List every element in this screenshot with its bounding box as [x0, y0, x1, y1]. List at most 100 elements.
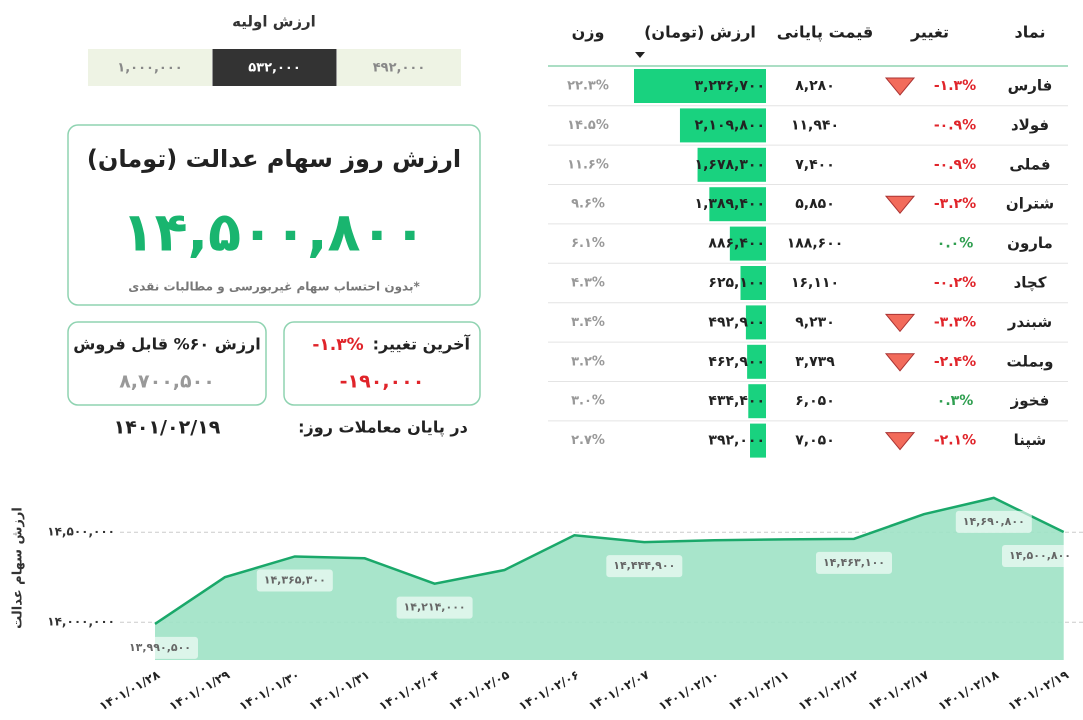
symbol: کچاد [1014, 274, 1047, 293]
value-label-bg [396, 596, 473, 619]
value-label: ۱۴,۴۶۳,۱۰۰ [823, 556, 885, 569]
change: -۰.۹% [934, 157, 976, 173]
symbol: فارس [1008, 77, 1053, 95]
x-tick-label: ۱۴۰۱/۰۱/۲۹ [167, 667, 233, 713]
value-label-bg [122, 636, 198, 659]
change: -۱.۳% [934, 78, 976, 94]
x-tick-label: ۱۴۰۱/۰۲/۰۷ [586, 667, 652, 713]
weight: ۲.۷% [571, 433, 605, 448]
change-amount: -۱۹۰,۰۰۰ [340, 371, 425, 393]
weight: ۳.۰% [571, 394, 605, 409]
symbol: شتران [1006, 195, 1054, 213]
value-label: ۶۲۵,۱۰۰ [708, 275, 765, 291]
value-bar [634, 69, 766, 103]
change: -۳.۳% [934, 314, 976, 330]
x-tick-label: ۱۴۰۱/۰۲/۱۹ [1006, 667, 1072, 713]
y-tick-label: ۱۴,۵۰۰,۰۰۰ [47, 525, 115, 539]
down-arrow [884, 77, 916, 96]
x-tick-label: ۱۴۰۱/۰۲/۱۸ [936, 667, 1002, 713]
option-label[interactable]: ۵۳۲,۰۰۰ [248, 61, 301, 76]
x-tick-label: ۱۴۰۱/۰۲/۰۵ [446, 668, 511, 714]
x-tick-label: ۱۴۰۱/۰۲/۱۲ [796, 667, 862, 713]
option-label[interactable]: ۴۹۲,۰۰۰ [373, 61, 426, 76]
line [154, 496, 1065, 625]
end-of-day-label: در پایان معاملات روز: [298, 418, 468, 438]
y-tick-label: ۱۴,۰۰۰,۰۰۰ [47, 615, 115, 629]
weight: ۱۱.۶% [567, 157, 609, 172]
change: -۰.۲% [934, 275, 976, 291]
down-arrow [884, 353, 916, 372]
price: ۳,۷۳۹ [795, 354, 835, 370]
price: ۱۸۸,۶۰۰ [787, 236, 844, 252]
value-label: ۴۹۲,۹۰۰ [708, 314, 765, 330]
price: ۵,۸۵۰ [795, 196, 835, 212]
value-bar [709, 187, 766, 222]
symbol: شپنا [1014, 431, 1047, 450]
weight: ۶.۱% [571, 236, 605, 251]
change: -۲.۱% [934, 433, 976, 449]
end-of-day-date: ۱۴۰۱/۰۲/۱۹ [114, 417, 221, 439]
option-label[interactable]: ۱,۰۰۰,۰۰۰ [117, 61, 182, 76]
x-tick-label: ۱۴۰۱/۰۲/۱۷ [866, 667, 932, 713]
value-label: ۳۹۲,۰۰۰ [708, 433, 765, 449]
weight: ۱۴.۵% [567, 118, 609, 133]
value-label-bg [816, 551, 892, 574]
down-arrow [884, 195, 916, 214]
symbol: فخوز [1010, 392, 1050, 410]
sort-indicator [635, 52, 645, 58]
x-tick-label: ۱۴۰۱/۰۲/۱۰ [656, 668, 721, 714]
x-tick-label: ۱۴۰۱/۰۱/۳۱ [307, 668, 372, 714]
value-bar [747, 344, 766, 379]
value-label-bg [1002, 545, 1078, 568]
change: ۰.۰% [937, 236, 973, 252]
change-card [283, 321, 481, 406]
area [155, 497, 1064, 660]
value-label: ۱۳,۹۹۰,۵۰۰ [129, 641, 191, 654]
x-tick-label: ۱۴۰۱/۰۲/۱۱ [726, 668, 791, 714]
value-label: ۱,۶۷۸,۳۰۰ [695, 157, 765, 173]
table-header: تغییر [910, 23, 949, 42]
weight: ۳.۴% [571, 315, 605, 330]
change-percent: -۱.۳% [312, 335, 363, 355]
price: ۱۶,۱۱۰ [791, 275, 839, 291]
symbol: شبندر [1007, 313, 1052, 331]
value-label: ۱۴,۴۴۴,۹۰۰ [613, 559, 675, 572]
value-label-bg [955, 510, 1032, 533]
table-header[interactable]: ارزش (تومان) [644, 23, 756, 42]
value-label: ۲,۱۰۹,۸۰۰ [695, 117, 765, 133]
value-label: ۳,۲۳۶,۷۰۰ [695, 78, 765, 94]
value-bar [679, 108, 766, 143]
change: -۲.۴% [934, 354, 976, 370]
table-header: قیمت پایانی [777, 23, 873, 43]
change: ۰.۳% [937, 393, 973, 409]
sellable-value: ۸,۷۰۰,۵۰۰ [119, 371, 215, 393]
value-label: ۱۴,۵۰۰,۸۰۰ [1009, 549, 1071, 562]
summary-card [67, 124, 481, 306]
table-header: وزن [572, 23, 605, 42]
table-header: نماد [1015, 23, 1046, 42]
weight: ۹.۶% [571, 197, 605, 212]
price: ۷,۰۵۰ [795, 433, 835, 449]
option-button[interactable] [212, 49, 337, 86]
x-tick-label: ۱۴۰۱/۰۲/۰۴ [377, 668, 442, 714]
option-button[interactable] [337, 49, 461, 86]
value-bar [740, 266, 766, 300]
down-arrow [884, 313, 916, 333]
summary-note: *بدون احتساب سهام غیربورسی و مطالبات نقد… [128, 280, 420, 295]
symbol: وبملت [1006, 352, 1053, 370]
value-bar [750, 423, 766, 458]
option-button[interactable] [88, 49, 212, 86]
value-bar [748, 384, 766, 419]
price: ۹,۲۳۰ [795, 314, 835, 330]
weight: ۴.۳% [571, 276, 605, 291]
sellable-label: ارزش ۶۰% قابل فروش [73, 335, 261, 354]
price: ۷,۴۰۰ [795, 157, 835, 173]
value-bar [697, 147, 766, 182]
initial-value-label: ارزش اولیه [232, 13, 316, 31]
summary-title: ارزش روز سهام عدالت (تومان) [87, 145, 461, 173]
value-label: ۱۴,۶۹۰,۸۰۰ [963, 515, 1025, 528]
x-tick-label: ۱۴۰۱/۰۱/۳۰ [237, 668, 302, 714]
price: ۱۱,۹۴۰ [791, 117, 839, 133]
